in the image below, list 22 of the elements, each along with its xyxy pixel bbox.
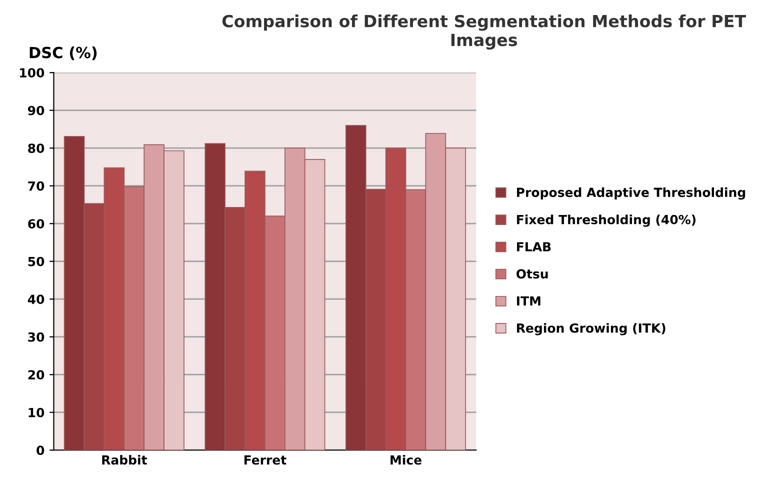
y-tick-label: 80 xyxy=(28,144,44,154)
y-tick-label: 100 xyxy=(20,68,44,78)
x-tick-label: Mice xyxy=(390,454,422,465)
x-tick-label: Rabbit xyxy=(102,454,147,465)
y-tick-label: 0 xyxy=(36,446,44,456)
chart-title: Comparison of Different Segmentation Methods for PET Images xyxy=(222,14,746,50)
y-tick-label: 50 xyxy=(28,256,44,266)
y-tick-label: 70 xyxy=(28,181,44,191)
x-tick-label: Ferret xyxy=(244,455,286,465)
y-tick-label: 10 xyxy=(28,408,44,418)
y-tick-label: 90 xyxy=(28,106,44,116)
legend-label: Region Growing (ITK) xyxy=(517,323,666,336)
legend-label: Proposed Adaptive Thresholding xyxy=(517,187,746,200)
y-tick-label: 40 xyxy=(28,294,44,304)
y-tick-label: 20 xyxy=(28,370,44,380)
y-tick-label: 30 xyxy=(28,332,44,342)
y-tick-label: 60 xyxy=(28,219,44,229)
legend-label: Otsu xyxy=(516,269,548,279)
legend-label: ITM xyxy=(517,296,540,306)
y-axis-title: DSC (%) xyxy=(30,46,97,60)
legend-label: Fixed Thresholding (40%) xyxy=(517,214,696,227)
legend-label: FLAB xyxy=(517,242,551,252)
